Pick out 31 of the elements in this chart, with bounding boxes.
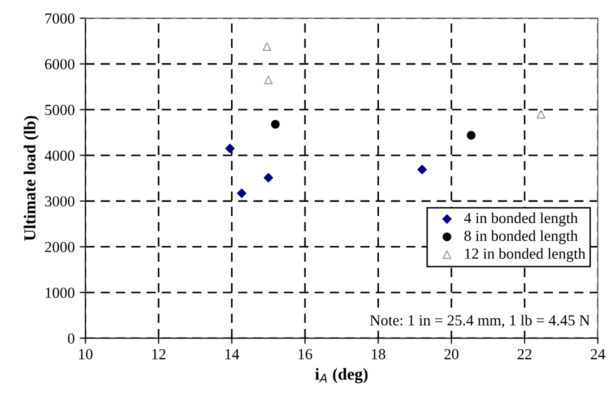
- x-tick-label: 22: [518, 349, 532, 360]
- x-tick-label: 18: [372, 349, 386, 360]
- x-tick-label: 12: [152, 349, 166, 360]
- y-tick-label: 6000: [45, 59, 74, 70]
- point: [417, 164, 427, 174]
- point: [262, 42, 272, 51]
- y-axis-title: Ultimate load (lb): [24, 116, 39, 241]
- legend-label: 8 in bonded length: [464, 230, 578, 244]
- x-tick-label: 20: [444, 349, 458, 360]
- y-tick-label: 2000: [45, 242, 74, 252]
- x-tick-label: 14: [226, 349, 240, 360]
- x-tick-label: 16: [298, 349, 312, 360]
- x-axis-title: i$_{A}$ (deg): [315, 368, 368, 384]
- legend-label: 12 in bonded length: [465, 248, 586, 262]
- point: [466, 130, 476, 140]
- point: [270, 120, 280, 129]
- y-tick-label: 5000: [45, 104, 74, 116]
- x-tick-label: 24: [590, 349, 606, 360]
- legend-label: 4 in bonded length: [464, 212, 578, 226]
- point: [536, 110, 546, 119]
- y-tick-label: 1000: [46, 288, 74, 298]
- y-tick-label: 4000: [44, 150, 74, 161]
- annotation: Note: 1 in = 25.4 mm, 1 lb = 4.45 N: [370, 314, 590, 328]
- y-tick-label: 3000: [45, 196, 74, 207]
- y-tick-label: 7000: [45, 13, 74, 24]
- x-tick-label: 10: [79, 349, 92, 360]
- point: [264, 76, 273, 84]
- point: [236, 188, 246, 198]
- point: [225, 144, 235, 154]
- y-tick-label: 0: [68, 333, 74, 344]
- point: [264, 173, 274, 182]
